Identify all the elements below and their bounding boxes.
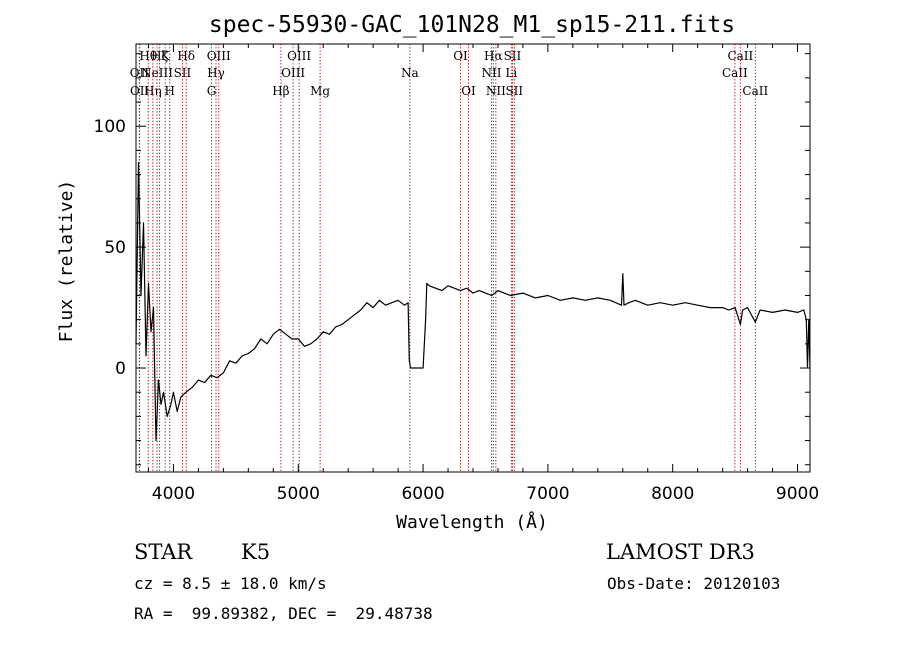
line-marker-label-15: OIII [287,49,311,63]
line-marker-label-24: SII [504,49,522,63]
plot-area: OIIOIIHθHηNeIIIHζKHSIIHδGHγOIIIHβOIIIOII… [94,43,819,504]
line-marker-label-1: OII [130,84,150,98]
x-tick-label-6000: 6000 [401,484,444,504]
line-marker-label-5: Hζ [151,49,168,63]
line-marker-label-9: Hδ [177,49,195,63]
line-marker-label-12: OIII [207,49,231,63]
line-marker-label-25: SII [505,84,523,98]
line-marker-label-27: CaII [727,49,753,63]
plot-frame [135,43,811,473]
redshift-cz: cz = 8.5 ± 18.0 km/s [134,574,327,593]
object-class: STAR [134,540,193,564]
y-axis-label: Flux (relative) [56,180,77,343]
x-tick-label-4000: 4000 [152,484,195,504]
line-marker-label-23: Li [505,66,517,80]
spectrum-line [135,161,811,442]
line-marker-label-16: Mg [310,84,330,98]
x-tick-label-8000: 8000 [651,484,694,504]
line-marker-label-20: NII [481,66,501,80]
line-marker-label-26: CaII [722,66,748,80]
line-marker-label-3: Hη [144,84,162,98]
coordinates: RA = 99.89382, DEC = 29.48738 [134,604,433,623]
line-marker-label-8: SII [174,66,192,80]
x-tick-label-7000: 7000 [526,484,569,504]
line-marker-label-18: OI [453,49,468,63]
line-marker-label-21: Hα [484,49,503,63]
line-marker-label-19: OI [461,84,476,98]
chart-title: spec-55930-GAC_101N28_M1_sp15-211.fits [209,12,735,38]
y-tick-label-100: 100 [94,117,126,137]
line-marker-label-13: Hβ [272,84,289,98]
x-tick-label-5000: 5000 [277,484,320,504]
line-marker-label-11: Hγ [207,66,225,80]
observation-date: Obs-Date: 20120103 [607,574,781,593]
line-marker-label-28: CaII [742,84,768,98]
line-marker-label-17: Na [401,66,419,80]
line-marker-label-6: K [161,49,171,63]
survey-label: LAMOST DR3 [606,540,755,564]
object-subclass: K5 [241,540,271,564]
line-marker-label-7: H [164,84,174,98]
x-tick-label-9000: 9000 [776,484,819,504]
line-marker-label-14: OIII [281,66,305,80]
line-marker-label-4: NeIII [141,66,173,80]
y-tick-label-0: 0 [115,359,126,379]
line-marker-label-2: Hθ [139,49,157,63]
x-axis-label: Wavelength (Å) [396,511,548,533]
line-marker-label-10: G [207,84,217,98]
line-marker-label-22: NII [486,84,506,98]
y-tick-label-50: 50 [104,238,126,258]
